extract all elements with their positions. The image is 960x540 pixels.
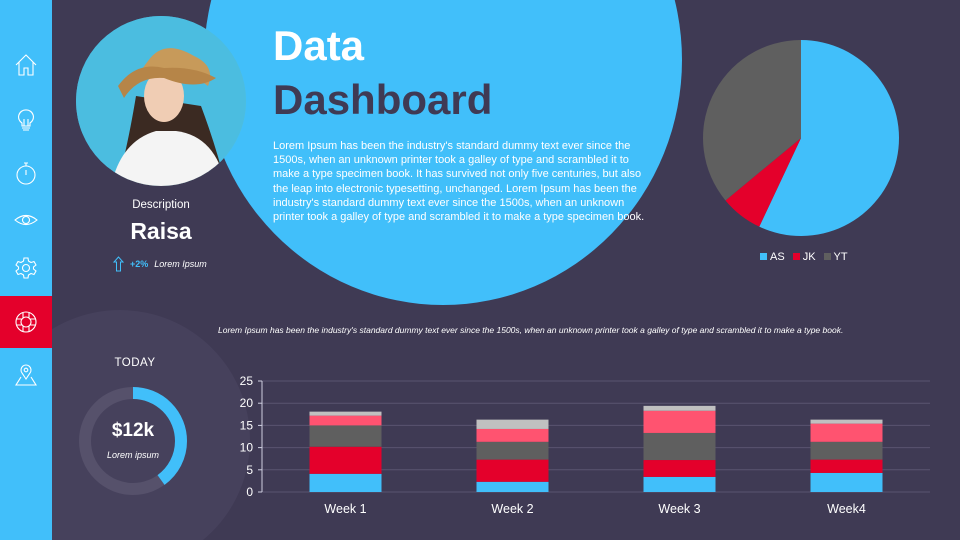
bar-segment: [643, 476, 716, 492]
bar-segment: [309, 415, 382, 426]
profile-stat: +2% Lorem Ipsum: [113, 256, 207, 272]
bar-segment: [309, 425, 382, 447]
chart-note: Lorem Ipsum has been the industry's stan…: [218, 325, 844, 335]
change-value: +2%: [130, 259, 149, 269]
legend-item-yt: YT: [823, 251, 848, 263]
avatar: [76, 16, 246, 186]
svg-text:5: 5: [246, 463, 253, 477]
today-label: TODAY: [114, 357, 156, 369]
map-pin-icon: [15, 364, 37, 386]
legend-item-as: AS: [760, 251, 785, 263]
home-icon: [15, 54, 37, 76]
bar-segment: [810, 472, 883, 492]
svg-text:Week 1: Week 1: [324, 502, 366, 516]
page-title-line2: Dashboard: [273, 76, 493, 123]
sidebar-item-location[interactable]: [0, 349, 52, 401]
pie-chart: [703, 40, 899, 236]
gear-icon: [15, 257, 37, 279]
svg-text:15: 15: [240, 418, 254, 432]
pie-slice-yt: [703, 40, 801, 201]
svg-text:25: 25: [240, 374, 254, 388]
arrow-up-icon: [113, 256, 124, 272]
svg-text:10: 10: [240, 441, 254, 455]
bar-segment: [309, 473, 382, 492]
legend-item-jk: JK: [792, 251, 816, 263]
sidebar-item-view[interactable]: [0, 194, 52, 246]
sidebar-item-support[interactable]: [0, 296, 52, 348]
bar-segment: [309, 411, 382, 416]
sidebar: [0, 0, 52, 540]
svg-text:Week 2: Week 2: [491, 502, 533, 516]
pie-legend: AS JK YT: [760, 251, 848, 263]
pie-slice-jk: [725, 138, 801, 227]
sidebar-item-settings[interactable]: [0, 242, 52, 294]
today-value: $12k: [111, 420, 155, 441]
today-caption: Lorem ipsum: [106, 450, 160, 460]
stopwatch-icon: [16, 162, 36, 185]
bar-segment: [476, 428, 549, 442]
bar-segment: [476, 441, 549, 460]
stacked-bar-chart: 0 5 10 15 20 25 Week 1 Week 2 Week 3 Week4: [240, 374, 930, 516]
bar-segment: [476, 481, 549, 492]
profile-name: Raisa: [130, 218, 192, 244]
lightbulb-icon: [18, 109, 34, 131]
bar-segment: [810, 423, 883, 442]
bar-segment: [810, 441, 883, 460]
lifebuoy-icon: [15, 311, 37, 333]
bar-segment: [810, 459, 883, 473]
bar-segment: [476, 459, 549, 482]
svg-text:Week4: Week4: [827, 502, 866, 516]
bar-segment: [643, 410, 716, 433]
page-title-line1: Data: [273, 22, 365, 69]
pie-slice-as: [759, 40, 899, 236]
eye-icon: [14, 214, 38, 226]
progress-donut: [79, 387, 187, 495]
change-label: Lorem Ipsum: [154, 259, 207, 269]
bar-segment: [476, 419, 549, 429]
description-label: Description: [132, 199, 190, 211]
svg-text:20: 20: [240, 396, 254, 410]
bar-segment: [643, 460, 716, 477]
sidebar-item-ideas[interactable]: [0, 94, 52, 146]
bar-segment: [643, 432, 716, 461]
bar-segment: [810, 419, 883, 424]
sidebar-item-home[interactable]: [0, 39, 52, 91]
header-paragraph: Lorem Ipsum has been the industry's stan…: [273, 140, 645, 224]
svg-text:Week 3: Week 3: [658, 502, 700, 516]
bar-segment: [643, 405, 716, 411]
sidebar-item-timer[interactable]: [0, 147, 52, 199]
bar-segment: [309, 446, 382, 474]
svg-text:0: 0: [246, 485, 253, 499]
